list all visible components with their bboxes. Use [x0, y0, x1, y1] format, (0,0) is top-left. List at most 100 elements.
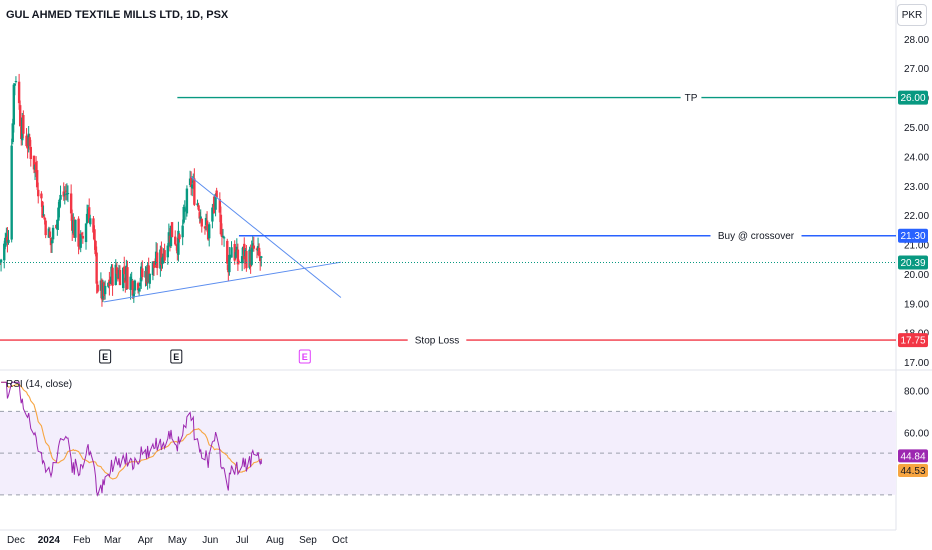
- candle-body: [198, 212, 201, 219]
- time-tick-label: Sep: [299, 535, 317, 546]
- candle-body: [7, 239, 10, 243]
- candle: [237, 259, 241, 265]
- candle: [64, 184, 68, 201]
- candles[interactable]: [0, 73, 263, 307]
- candle: [7, 230, 10, 245]
- price-tick-label: 27.00: [904, 64, 929, 75]
- rsi-value-badge-bg: [898, 449, 928, 463]
- candle-body: [219, 214, 223, 235]
- candle: [37, 182, 40, 204]
- candle-body: [221, 235, 225, 237]
- candle: [185, 185, 189, 217]
- level-badge: 26.00: [898, 90, 928, 105]
- candle: [170, 221, 174, 238]
- candle-body: [132, 293, 136, 298]
- candle-body: [79, 233, 82, 248]
- candle-body: [37, 189, 40, 197]
- trendline-upper: [190, 176, 342, 298]
- candle-body: [123, 266, 126, 275]
- candle-body: [126, 267, 129, 289]
- time-tick-label: Oct: [332, 535, 348, 546]
- earnings-marker: E: [170, 349, 183, 364]
- candle: [62, 182, 65, 201]
- candle: [197, 202, 200, 212]
- candle: [63, 186, 66, 205]
- candle: [141, 260, 144, 280]
- candle: [226, 238, 229, 270]
- candle-body: [245, 251, 248, 269]
- price-tick-label: 20.00: [904, 270, 929, 281]
- trendlines[interactable]: [103, 176, 342, 303]
- candle-body: [215, 190, 218, 198]
- candle-body: [118, 269, 122, 286]
- candle: [18, 100, 22, 127]
- earnings-marker-box: [298, 349, 311, 364]
- candle-body: [69, 193, 73, 214]
- last-price-badge-text: 20.39: [900, 258, 925, 269]
- level-badge: 21.30: [898, 228, 928, 243]
- candle-body: [6, 236, 9, 243]
- candle: [29, 139, 32, 167]
- level-badge-bg: [898, 333, 928, 348]
- candle-body: [212, 205, 215, 207]
- candle: [219, 206, 223, 236]
- rsi-line: [1, 381, 262, 497]
- time-tick-label: Dec: [7, 535, 25, 546]
- candle-body: [34, 162, 38, 173]
- candle: [80, 232, 83, 236]
- candle-body: [32, 155, 36, 170]
- candle: [96, 281, 99, 294]
- candle: [236, 243, 240, 271]
- rsi-pane[interactable]: [1, 381, 262, 497]
- candle-body: [138, 282, 142, 287]
- earnings-marker-label: E: [102, 352, 108, 362]
- candle-body: [51, 227, 55, 240]
- candle: [148, 273, 151, 289]
- candle-body: [174, 236, 177, 245]
- level-badge: 17.75: [898, 333, 928, 348]
- price-badges: 26.00 21.30 17.75 20.39 44.84 44.53: [898, 90, 928, 478]
- candle-body: [26, 144, 29, 149]
- candle-body: [93, 229, 96, 241]
- candle-body: [240, 256, 244, 264]
- candle-body: [160, 247, 163, 266]
- candle-body: [10, 145, 13, 240]
- last-price-badge-bg: [898, 255, 928, 270]
- candle: [178, 233, 181, 243]
- candle-body: [12, 84, 16, 125]
- candle-body: [148, 273, 151, 284]
- candle-body: [89, 218, 92, 225]
- candle-body: [41, 201, 44, 218]
- candle-body: [183, 208, 186, 210]
- time-tick-label: Mar: [104, 535, 122, 546]
- candle-body: [3, 243, 6, 261]
- candle-body: [170, 222, 174, 238]
- candle-body: [64, 190, 68, 192]
- candle-body: [43, 217, 46, 220]
- horizontal-levels[interactable]: TP Buy @ crossover Stop Loss: [0, 93, 896, 347]
- candle: [10, 138, 13, 243]
- candle-body: [18, 105, 22, 127]
- price-tick-label: 28.00: [904, 35, 929, 46]
- candle-body: [95, 252, 98, 284]
- candle-body: [92, 218, 95, 233]
- candle-body: [251, 243, 254, 248]
- candle-body: [77, 218, 80, 247]
- candle-body: [189, 177, 193, 187]
- candle-body: [178, 234, 181, 240]
- candle: [260, 255, 263, 267]
- candle-body: [13, 83, 17, 86]
- candle: [160, 241, 163, 272]
- level-badge-text: 17.75: [900, 336, 925, 347]
- candle: [177, 221, 180, 262]
- candle-body: [153, 266, 157, 268]
- candle-body: [141, 268, 144, 278]
- candle: [51, 225, 55, 244]
- candle-body: [222, 237, 226, 239]
- candle: [118, 265, 122, 286]
- currency-button[interactable]: PKR: [897, 4, 927, 26]
- candle-body: [48, 231, 52, 238]
- candle-body: [152, 261, 156, 268]
